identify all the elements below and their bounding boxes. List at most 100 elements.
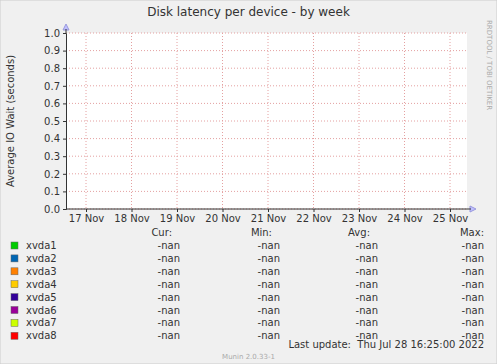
legend-swatch <box>11 268 18 275</box>
x-tick-label: 23 Nov <box>342 213 378 224</box>
y-tick: 0.4 <box>44 133 66 144</box>
grid-line <box>66 191 467 192</box>
y-tick-mark <box>63 209 66 210</box>
x-tick-mark <box>223 209 224 212</box>
grid-line <box>66 173 467 174</box>
grid-line <box>177 33 178 209</box>
x-tick-label: 22 Nov <box>296 213 332 224</box>
legend-label: xvda6 <box>26 305 57 316</box>
grid-line <box>313 33 314 209</box>
x-tick-label: 25 Nov <box>433 213 469 224</box>
x-tick-label: 18 Nov <box>114 213 150 224</box>
y-tick-label: 0.2 <box>44 169 60 180</box>
legend-swatch <box>11 255 18 262</box>
y-tick-label: 0.6 <box>44 98 60 109</box>
y-axis: 0.00.10.20.30.40.50.60.70.80.91.0 <box>44 28 66 215</box>
x-tick-mark <box>132 209 133 212</box>
legend-header: Min: <box>251 227 272 238</box>
legend-stat: -nan <box>356 317 378 328</box>
background <box>0 0 497 364</box>
y-tick-label: 0.0 <box>44 204 60 215</box>
legend-label: xvda3 <box>26 266 57 277</box>
y-tick: 1.0 <box>44 28 66 39</box>
x-tick-label: 24 Nov <box>387 213 423 224</box>
legend-label: xvda7 <box>26 317 57 328</box>
x-tick-label: 21 Nov <box>251 213 287 224</box>
legend-stat: -nan <box>158 292 180 303</box>
x-tick: 17 Nov <box>69 209 105 224</box>
y-tick: 0.3 <box>44 151 66 162</box>
y-tick-mark <box>63 86 66 87</box>
legend-swatch <box>11 294 18 301</box>
footer: Last update: Thu Jul 28 16:25:00 2022 <box>288 339 484 350</box>
legend-stat: -nan <box>158 253 180 264</box>
y-tick: 0.1 <box>44 186 66 197</box>
legend-swatch <box>11 319 18 326</box>
x-tick-mark <box>86 209 87 212</box>
y-tick-mark <box>63 51 66 52</box>
y-tick-mark <box>63 139 66 140</box>
grid-line <box>359 33 360 209</box>
grid-line <box>268 33 269 209</box>
x-tick-mark <box>405 209 406 212</box>
legend-label: xvda2 <box>26 253 57 264</box>
legend-stat: -nan <box>462 240 484 251</box>
y-tick-mark <box>63 121 66 122</box>
legend-stat: -nan <box>356 292 378 303</box>
plot-area <box>66 33 467 209</box>
legend-stat: -nan <box>462 253 484 264</box>
grid-line <box>66 121 467 122</box>
y-tick-label: 0.4 <box>44 133 60 144</box>
grid-line <box>66 50 467 51</box>
y-tick-label: 0.8 <box>44 63 60 74</box>
x-axis: 17 Nov 18 Nov 19 Nov 20 Nov 21 Nov 22 Nov 23 N… <box>66 209 468 224</box>
x-tick-mark <box>359 209 360 212</box>
legend-header: Avg: <box>348 227 370 238</box>
x-tick: 18 Nov <box>114 209 150 224</box>
legend-stat: -nan <box>356 253 378 264</box>
legend-label: xvda1 <box>26 240 57 251</box>
legend-stat: -nan <box>258 330 280 341</box>
y-tick-label: 1.0 <box>44 28 60 39</box>
legend-stat: -nan <box>356 279 378 290</box>
y-tick-label: 0.3 <box>44 151 60 162</box>
credit: Munin 2.0.33-1 <box>222 353 275 361</box>
legend-stat: -nan <box>258 253 280 264</box>
legend-swatch <box>11 307 18 314</box>
legend-swatch <box>11 281 18 288</box>
x-tick: 25 Nov <box>433 209 469 224</box>
y-tick: 0.5 <box>44 116 66 127</box>
legend-stat: -nan <box>158 240 180 251</box>
legend-stat: -nan <box>258 266 280 277</box>
grid-line <box>450 33 451 209</box>
y-tick-label: 0.1 <box>44 186 60 197</box>
legend-stat: -nan <box>462 305 484 316</box>
legend-stat: -nan <box>462 266 484 277</box>
x-tick: 23 Nov <box>342 209 378 224</box>
legend-stat: -nan <box>356 266 378 277</box>
grid-line <box>66 138 467 139</box>
x-tick-mark <box>314 209 315 212</box>
grid-line <box>66 33 467 34</box>
y-tick-label: 0.5 <box>44 116 60 127</box>
legend-stat: -nan <box>462 279 484 290</box>
grid-line <box>66 68 467 69</box>
grid-line <box>66 209 467 210</box>
grid-line <box>66 103 467 104</box>
legend-swatch <box>11 332 18 339</box>
x-tick: 20 Nov <box>205 209 241 224</box>
x-tick-mark <box>450 209 451 212</box>
legend-stat: -nan <box>258 292 280 303</box>
legend-stat: -nan <box>158 317 180 328</box>
x-tick: 22 Nov <box>296 209 332 224</box>
legend-stat: -nan <box>258 317 280 328</box>
legend-header: Max: <box>460 227 484 238</box>
title: Disk latency per device - by week <box>147 5 350 19</box>
legend-stat: -nan <box>356 305 378 316</box>
legend-stat: -nan <box>158 266 180 277</box>
x-tick: 19 Nov <box>160 209 196 224</box>
y-tick-label: 0.9 <box>44 45 60 56</box>
y-tick-mark <box>63 68 66 69</box>
y-tick-mark <box>63 33 66 34</box>
legend-stat: -nan <box>258 240 280 251</box>
